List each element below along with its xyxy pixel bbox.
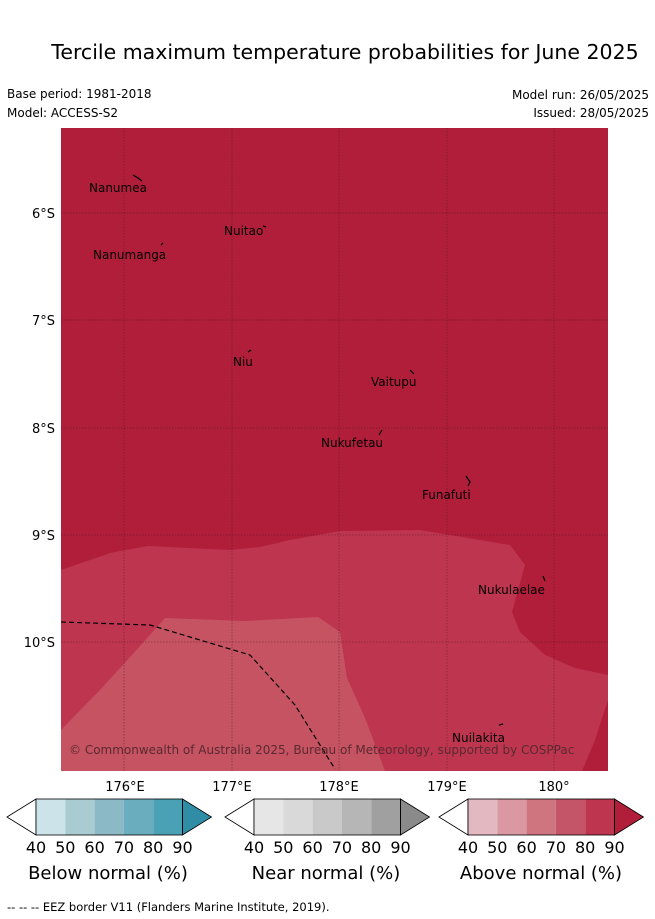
lon-label-177e: 177°E [212,780,252,795]
island-label-nukulaelae: Nukulaelae [478,583,545,597]
colorbar-extend-high [614,798,645,836]
colorbar-extend-low [224,798,255,836]
island-label-nanumanga: Nanumanga [93,248,166,262]
colorbar-swatch [153,799,183,835]
colorbar-swatch [312,799,342,835]
colorbar-swatch [36,799,66,835]
colorbar-swatch [341,799,372,835]
above-normal-colorbar [438,798,645,836]
eez-border [61,621,336,770]
lat-label-7s: 7°S [32,314,55,329]
below-normal-colorbar [6,798,213,836]
colorbar-swatch [468,799,498,835]
colorbar-tick-label: 70 [113,838,135,857]
copyright-notice: © Commonwealth of Australia 2025, Bureau… [69,743,574,757]
above-normal-label: Above normal (%) [459,863,623,884]
model-name: Model: ACCESS-S2 [7,106,119,120]
colorbar-swatch [585,799,615,835]
island-label-nukufetau: Nukufetau [321,436,383,450]
island-label-vaitupu: Vaitupu [371,375,417,389]
colorbar-tick-label: 70 [545,838,567,857]
colorbar-extend-low [438,798,469,836]
colorbar-legends [6,798,645,836]
colorbar-extend-high [182,798,213,836]
above-70-region [61,617,385,771]
issued-date: Issued: 28/05/2025 [533,106,649,120]
colorbar-swatch [65,799,95,835]
island-outlines [132,174,546,726]
colorbar-outline [467,798,615,836]
colorbar-outline [253,798,401,836]
colorbar-tick-label: 80 [143,838,164,857]
island-label-nuitao: Nuitao [224,224,263,238]
colorbar-tick-label: 40 [243,838,265,857]
colorbar-tick-label: 60 [84,838,105,857]
lat-label-8s: 8°S [32,422,55,437]
colorbar-extend-high [400,798,431,836]
colorbar-swatch [254,799,284,835]
page-title: Tercile maximum temperature probabilitie… [51,40,639,64]
colorbar-tick-label: 70 [331,838,353,857]
colorbar-tick-label: 40 [25,838,47,857]
lat-label-9s: 9°S [32,529,55,544]
island-label-nuilakita: Nuilakita [452,731,505,745]
lon-label-178e: 178°E [319,780,359,795]
base-period: Base period: 1981-2018 [7,87,152,101]
colorbar-outline [35,798,183,836]
colorbar-swatch [123,799,154,835]
forecast-map: Nanumea Nuitao Nanumanga Niu Vaitupu Nuk… [24,128,608,795]
colorbar-swatch [497,799,527,835]
colorbar-extend-low [6,798,37,836]
colorbar-tick-label: 80 [575,838,596,857]
colorbar-tick-label: 50 [273,838,294,857]
near-normal-colorbar [224,798,431,836]
colorbar-swatch [94,799,124,835]
colorbar-tick-label: 90 [172,838,193,857]
lat-label-6s: 6°S [32,207,55,222]
colorbar-swatch [283,799,313,835]
island-label-niu: Niu [233,355,253,369]
colorbar-tick-label: 50 [55,838,76,857]
colorbar-tick-label: 60 [302,838,323,857]
colorbar-swatch [555,799,586,835]
island-label-funafuti: Funafuti [422,488,471,502]
below-normal-label: Below normal (%) [28,863,188,884]
colorbar-tick-label: 90 [390,838,411,857]
colorbar-swatch [526,799,556,835]
lon-label-179e: 179°E [427,780,467,795]
colorbar-tick-label: 40 [457,838,479,857]
colorbar-swatch [371,799,401,835]
gridlines [61,128,608,771]
near-normal-label: Near normal (%) [251,863,401,884]
island-label-nanumea: Nanumea [89,181,147,195]
colorbar-tick-label: 90 [604,838,625,857]
lon-label-176e: 176°E [105,780,145,795]
colorbar-tick-label: 50 [487,838,508,857]
colorbar-tick-label: 80 [361,838,382,857]
eez-footnote: -- -- -- EEZ border V11 (Flanders Marine… [7,900,330,914]
lat-label-10s: 10°S [24,636,55,651]
model-run: Model run: 26/05/2025 [511,88,649,102]
lon-label-180: 180° [538,780,569,795]
colorbar-tick-label: 60 [516,838,537,857]
